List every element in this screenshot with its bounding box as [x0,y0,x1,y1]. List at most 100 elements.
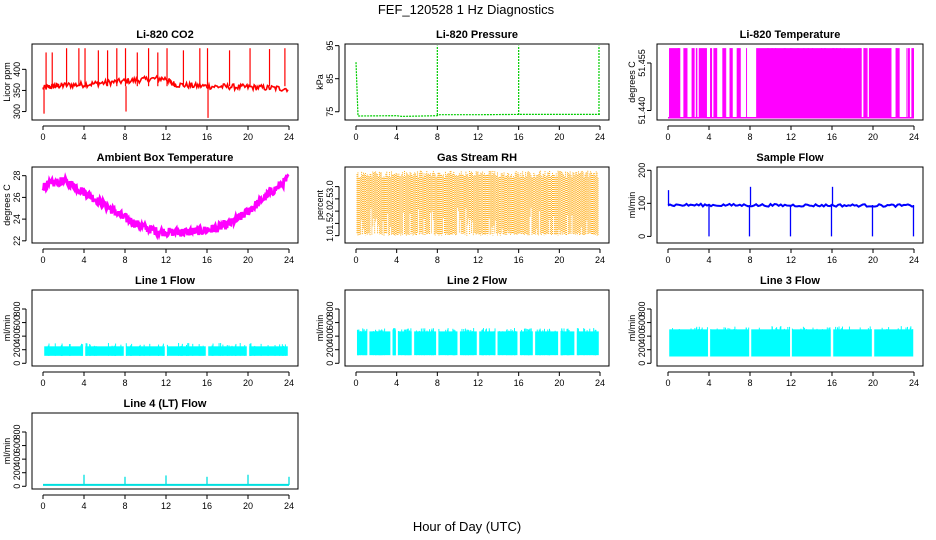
x-tick-label: 8 [435,255,440,265]
x-tick-label: 0 [40,378,45,388]
filled-range [669,48,681,118]
flow-band [357,331,367,356]
panel-title: Gas Stream RH [437,152,517,164]
x-tick-label: 20 [554,255,564,265]
x-tick-label: 12 [473,132,483,142]
x-tick-label: 12 [473,255,483,265]
y-tick-label: 300 [12,104,22,119]
x-tick-label: 16 [202,255,212,265]
y-tick-label: 51.455 [637,49,647,77]
x-tick-label: 4 [394,378,399,388]
plot-frame [31,412,299,490]
filled-range [863,48,867,118]
y-axis-label: degrees C [2,184,12,226]
x-tick-label: 0 [353,378,358,388]
filled-range [868,48,892,118]
filled-range [698,48,707,118]
panel-li820-co2: Li-820 CO2 Licor ppm 0 4 8 12 16 20 24 300 350 400 [2,29,299,142]
panel-title: Line 1 Flow [135,275,195,287]
data-layer [668,48,914,119]
y-tick-label: 0 [637,234,647,239]
panel-title: Line 3 Flow [760,275,820,287]
x-tick-label: 20 [243,378,253,388]
data-layer [667,186,915,237]
flow-band [44,346,83,356]
y-tick-label: 200 [637,342,647,357]
y-tick-label: 0 [637,361,647,366]
y-tick-label: 600 [12,315,22,330]
x-tick-label: 20 [243,501,253,511]
plot-frame [31,43,299,121]
x-tick-label: 0 [353,132,358,142]
x-tick-label: 24 [284,378,294,388]
flow-band [85,346,124,356]
x-tick-label: 0 [40,501,45,511]
x-axis-title: Hour of Day (UTC) [413,519,521,534]
x-tick-label: 12 [161,378,171,388]
x-tick-label: 20 [554,378,564,388]
y-tick-label: 600 [637,315,647,330]
flow-band [751,329,790,357]
data-layer [44,343,288,356]
flow-band [126,346,165,356]
y-tick-label: 24 [12,214,22,224]
x-tick-label: 12 [786,255,796,265]
panel-line-1-flow: Line 1 Flow ml/min 0 4 8 12 16 20 24 0 20040060080… [2,275,299,388]
panel-title: Li-820 Pressure [436,29,518,41]
x-tick-label: 16 [202,378,212,388]
y-tick-label: 85 [325,74,335,84]
x-tick-label: 4 [81,501,86,511]
y-tick-label: 800 [12,424,22,439]
x-tick-label: 0 [665,255,670,265]
plot-frame [31,166,299,244]
x-tick-label: 0 [40,132,45,142]
x-tick-label: 20 [868,132,878,142]
x-tick-label: 16 [827,378,837,388]
data-layer [355,45,600,118]
filled-range [895,48,900,118]
y-tick-label: 600 [325,315,335,330]
x-tick-label: 8 [122,255,127,265]
x-tick-label: 16 [514,378,524,388]
y-tick-label: 3.0 [325,180,335,193]
x-tick-label: 16 [202,132,212,142]
panel-title: Line 4 (LT) Flow [124,398,207,410]
x-tick-label: 20 [554,132,564,142]
x-tick-label: 16 [827,132,837,142]
y-tick-label: 1.5 [325,217,335,230]
panel-title: Ambient Box Temperature [97,152,234,164]
x-tick-label: 4 [81,132,86,142]
filled-range [911,48,914,118]
x-tick-label: 8 [747,132,752,142]
x-tick-label: 16 [202,501,212,511]
x-tick-label: 20 [868,255,878,265]
x-tick-label: 20 [243,255,253,265]
panel-line-2-flow: Line 2 Flow ml/min 0 4 8 12 16 20 24 0 20040060080… [315,275,610,388]
flow-band [874,329,913,357]
y-tick-label: 2.5 [325,193,335,206]
flow-band [833,329,872,357]
panel-li820-temperature: Li-820 Temperature degrees C 0 4 8 12 16 20 24 51… [627,29,924,142]
x-tick-label: 8 [747,255,752,265]
panel-ambient-box-temperature: Ambient Box Temperature degrees C 0 4 8 12 16 2… [2,152,299,265]
y-tick-label: 350 [12,83,22,98]
x-tick-label: 12 [161,255,171,265]
x-tick-label: 4 [706,255,711,265]
y-tick-label: 400 [12,62,22,77]
x-tick-label: 20 [243,132,253,142]
x-tick-label: 8 [747,378,752,388]
x-tick-label: 24 [595,378,605,388]
series-line [42,74,289,94]
y-axis-label: ml/min [2,315,12,342]
x-tick-label: 16 [827,255,837,265]
y-tick-label: 75 [325,107,335,117]
x-tick-label: 0 [40,255,45,265]
data-layer [42,48,289,118]
x-tick-label: 4 [706,132,711,142]
y-axis-label: ml/min [315,315,325,342]
figure-title: FEF_120528 1 Hz Diagnostics [378,2,555,17]
x-tick-label: 4 [394,255,399,265]
x-tick-label: 16 [514,255,524,265]
panel-gas-stream-rh: Gas Stream RH percent 0 4 8 12 16 20 24 1.01.52.0… [315,152,610,265]
panel-line-4-lt-flow: Line 4 (LT) Flow ml/min 0 4 8 12 16 20 24 0 200400… [2,398,299,511]
